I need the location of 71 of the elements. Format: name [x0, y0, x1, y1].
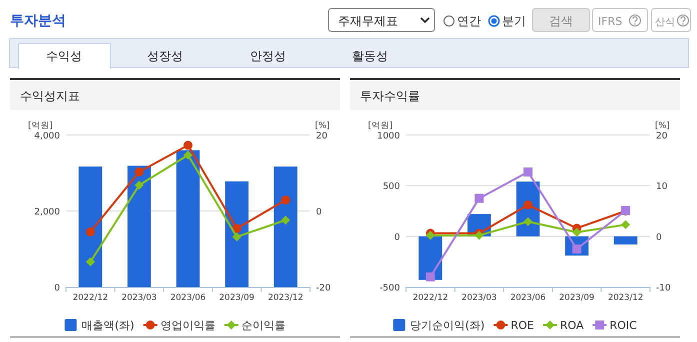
point	[572, 228, 582, 237]
point	[524, 217, 532, 226]
point	[232, 232, 242, 242]
chart-title: 수익성지표	[20, 89, 80, 103]
chart-title: 투자수익률	[360, 89, 420, 103]
y2-axis-title: [%]	[655, 121, 670, 131]
point	[232, 224, 242, 233]
y-tick-label: 2,000	[34, 208, 60, 218]
x-tick-label: 2023/12	[268, 293, 304, 303]
x-tick-label: 2023/09	[219, 293, 254, 303]
y-tick-label: 0	[394, 232, 400, 243]
bar	[225, 181, 249, 287]
y2-tick-label: -10	[656, 284, 671, 294]
x-tick-label: 2023/03	[122, 293, 157, 303]
y-tick-label: 0	[54, 284, 60, 294]
bar	[78, 166, 102, 287]
legend-label: 당기순이익(좌)	[410, 319, 485, 332]
text: IFRS	[598, 15, 622, 28]
x-tick-label: 2022/12	[412, 293, 448, 303]
text: 활동성	[352, 49, 388, 63]
bar	[274, 166, 298, 287]
point	[524, 167, 532, 176]
bar	[127, 166, 151, 287]
y2-tick-label: -20	[316, 284, 331, 294]
point	[281, 216, 290, 225]
legend-label: 영업이익률	[160, 319, 216, 332]
point	[426, 272, 435, 282]
legend-label: 매출액(좌)	[82, 319, 134, 332]
legend-label: ROA	[560, 319, 584, 332]
x-tick-label: 2023/06	[510, 293, 546, 303]
text: 주재무제표	[338, 14, 398, 28]
point	[86, 227, 95, 236]
text: 산식	[655, 17, 675, 28]
point	[134, 167, 144, 176]
point	[621, 220, 630, 230]
y-tick-label: -500	[380, 284, 400, 294]
y-axis-title: [억원]	[368, 121, 393, 131]
text: 수익성	[46, 49, 82, 63]
x-tick-label: 2022/12	[72, 293, 108, 303]
legend-label: ROE	[510, 319, 534, 332]
y-tick-label: 1000	[377, 132, 400, 142]
x-tick-label: 2023/09	[559, 293, 594, 303]
bar	[614, 236, 638, 244]
text: 검색	[549, 14, 573, 28]
y-tick-label: 500	[382, 182, 400, 192]
y2-tick-label: 20	[656, 132, 668, 142]
y2-tick-label: 20	[316, 132, 328, 142]
text: 성장성	[147, 49, 183, 63]
point	[281, 195, 290, 204]
y2-tick-label: 0	[656, 232, 662, 243]
text: 연간	[457, 14, 481, 28]
text: 투자분석	[10, 13, 66, 29]
text: 분기	[502, 14, 526, 28]
point	[134, 180, 144, 190]
y2-axis-title: [%]	[315, 121, 330, 131]
legend-label: 순이익률	[241, 319, 286, 332]
y-tick-label: 4,000	[34, 132, 60, 142]
point	[86, 257, 95, 266]
x-tick-label: 2023/06	[170, 293, 206, 303]
point	[524, 200, 532, 210]
legend-label: ROIC	[610, 319, 638, 332]
y2-tick-label: 10	[656, 182, 668, 192]
x-tick-label: 2023/03	[462, 293, 497, 303]
point	[474, 194, 484, 203]
y-axis-title: [억원]	[28, 121, 53, 131]
text: 안정성	[250, 49, 286, 63]
bar	[176, 150, 200, 287]
y2-tick-label: 0	[316, 208, 322, 218]
x-tick-label: 2023/12	[608, 293, 644, 303]
point	[184, 140, 192, 150]
point	[184, 150, 192, 160]
